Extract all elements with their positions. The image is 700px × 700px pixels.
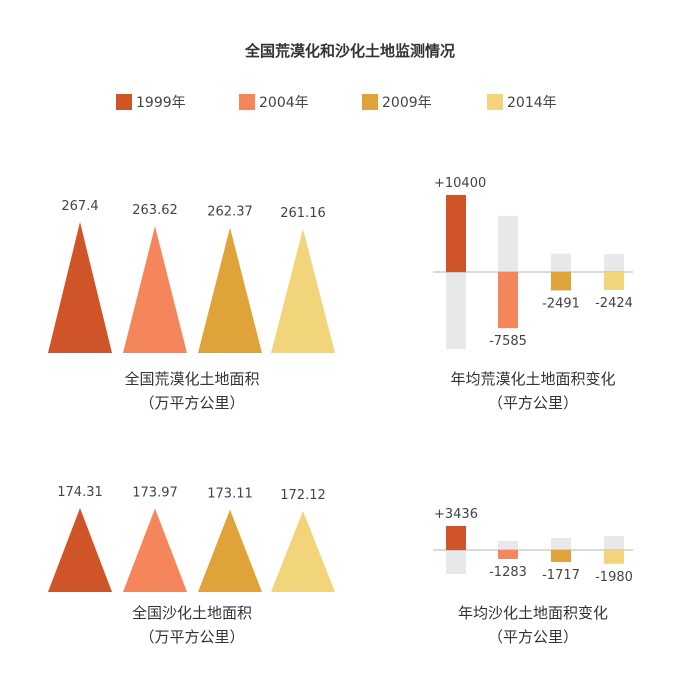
bar-background-2014 (604, 254, 624, 272)
bar-1999 (446, 195, 466, 272)
value-label-2014: 172.12 (280, 488, 326, 503)
triangle-1999 (48, 222, 112, 353)
value-label-2009: -2491 (542, 296, 580, 311)
legend-item-2004: 2004年 (239, 92, 309, 112)
value-label-2014: -1980 (595, 570, 633, 585)
value-label-2004: 263.62 (132, 203, 178, 218)
value-label-1999: 267.4 (61, 199, 98, 214)
bar-2014 (604, 550, 624, 564)
triangle-2004 (123, 508, 187, 592)
chart-unit: （万平方公里） (139, 628, 244, 646)
legend-label-2014: 2014年 (507, 95, 557, 111)
change-chart-1 (433, 195, 633, 349)
bar-background-2014 (604, 536, 624, 550)
value-label-2014: 261.16 (280, 206, 326, 221)
bar-background-1999 (446, 550, 466, 574)
triangle-2009 (198, 227, 262, 353)
triangle-chart-0 (48, 222, 335, 353)
legend-swatch-2009 (362, 94, 378, 110)
chart-unit: （万平方公里） (139, 394, 244, 412)
legend-label-2009: 2009年 (382, 95, 432, 111)
value-label-2009: -1717 (542, 568, 580, 583)
triangle-2014 (271, 229, 335, 353)
legend-item-2009: 2009年 (362, 92, 432, 112)
chart-title: 年均荒漠化土地面积变化 (450, 370, 615, 388)
legend-swatch-1999 (116, 94, 132, 110)
value-label-2009: 262.37 (207, 205, 253, 220)
bar-2004 (498, 550, 518, 559)
change-chart-3 (433, 526, 633, 574)
triangle-2009 (198, 509, 262, 592)
triangle-chart-2 (48, 508, 335, 592)
bar-2014 (604, 272, 624, 290)
bar-background-2004 (498, 541, 518, 550)
bar-background-1999 (446, 272, 466, 349)
bar-background-2009 (551, 253, 571, 272)
legend-item-2014: 2014年 (487, 92, 557, 112)
bar-2009 (551, 272, 571, 291)
bar-background-2004 (498, 215, 518, 272)
value-label-1999: +3436 (434, 507, 478, 522)
bar-background-2009 (551, 538, 571, 550)
bar-1999 (446, 526, 466, 550)
legend-swatch-2004 (239, 94, 255, 110)
value-label-2014: -2424 (595, 296, 633, 311)
page-title: 全国荒漠化和沙化土地监测情况 (244, 42, 455, 60)
chart-title: 年均沙化土地面积变化 (458, 604, 608, 622)
chart-unit: （平方公里） (488, 394, 578, 412)
value-label-1999: 174.31 (57, 485, 103, 500)
value-label-2004: -1283 (489, 565, 527, 580)
value-label-1999: +10400 (434, 176, 486, 191)
legend-label-2004: 2004年 (259, 95, 309, 111)
legend-swatch-2014 (487, 94, 503, 110)
triangle-1999 (48, 508, 112, 592)
value-label-2009: 173.11 (207, 487, 253, 502)
chart-title: 全国荒漠化土地面积 (124, 370, 259, 388)
value-label-2004: -7585 (489, 334, 527, 349)
triangle-2004 (123, 226, 187, 353)
triangle-2014 (271, 511, 335, 592)
legend-item-1999: 1999年 (116, 92, 186, 112)
legend: 1999年 2004年 2009年 2014年 (0, 92, 700, 122)
bar-2004 (498, 272, 518, 329)
value-label-2004: 173.97 (132, 485, 178, 500)
legend-label-1999: 1999年 (136, 95, 186, 111)
chart-title: 全国沙化土地面积 (132, 604, 252, 622)
bar-2009 (551, 550, 571, 562)
chart-unit: （平方公里） (488, 628, 578, 646)
